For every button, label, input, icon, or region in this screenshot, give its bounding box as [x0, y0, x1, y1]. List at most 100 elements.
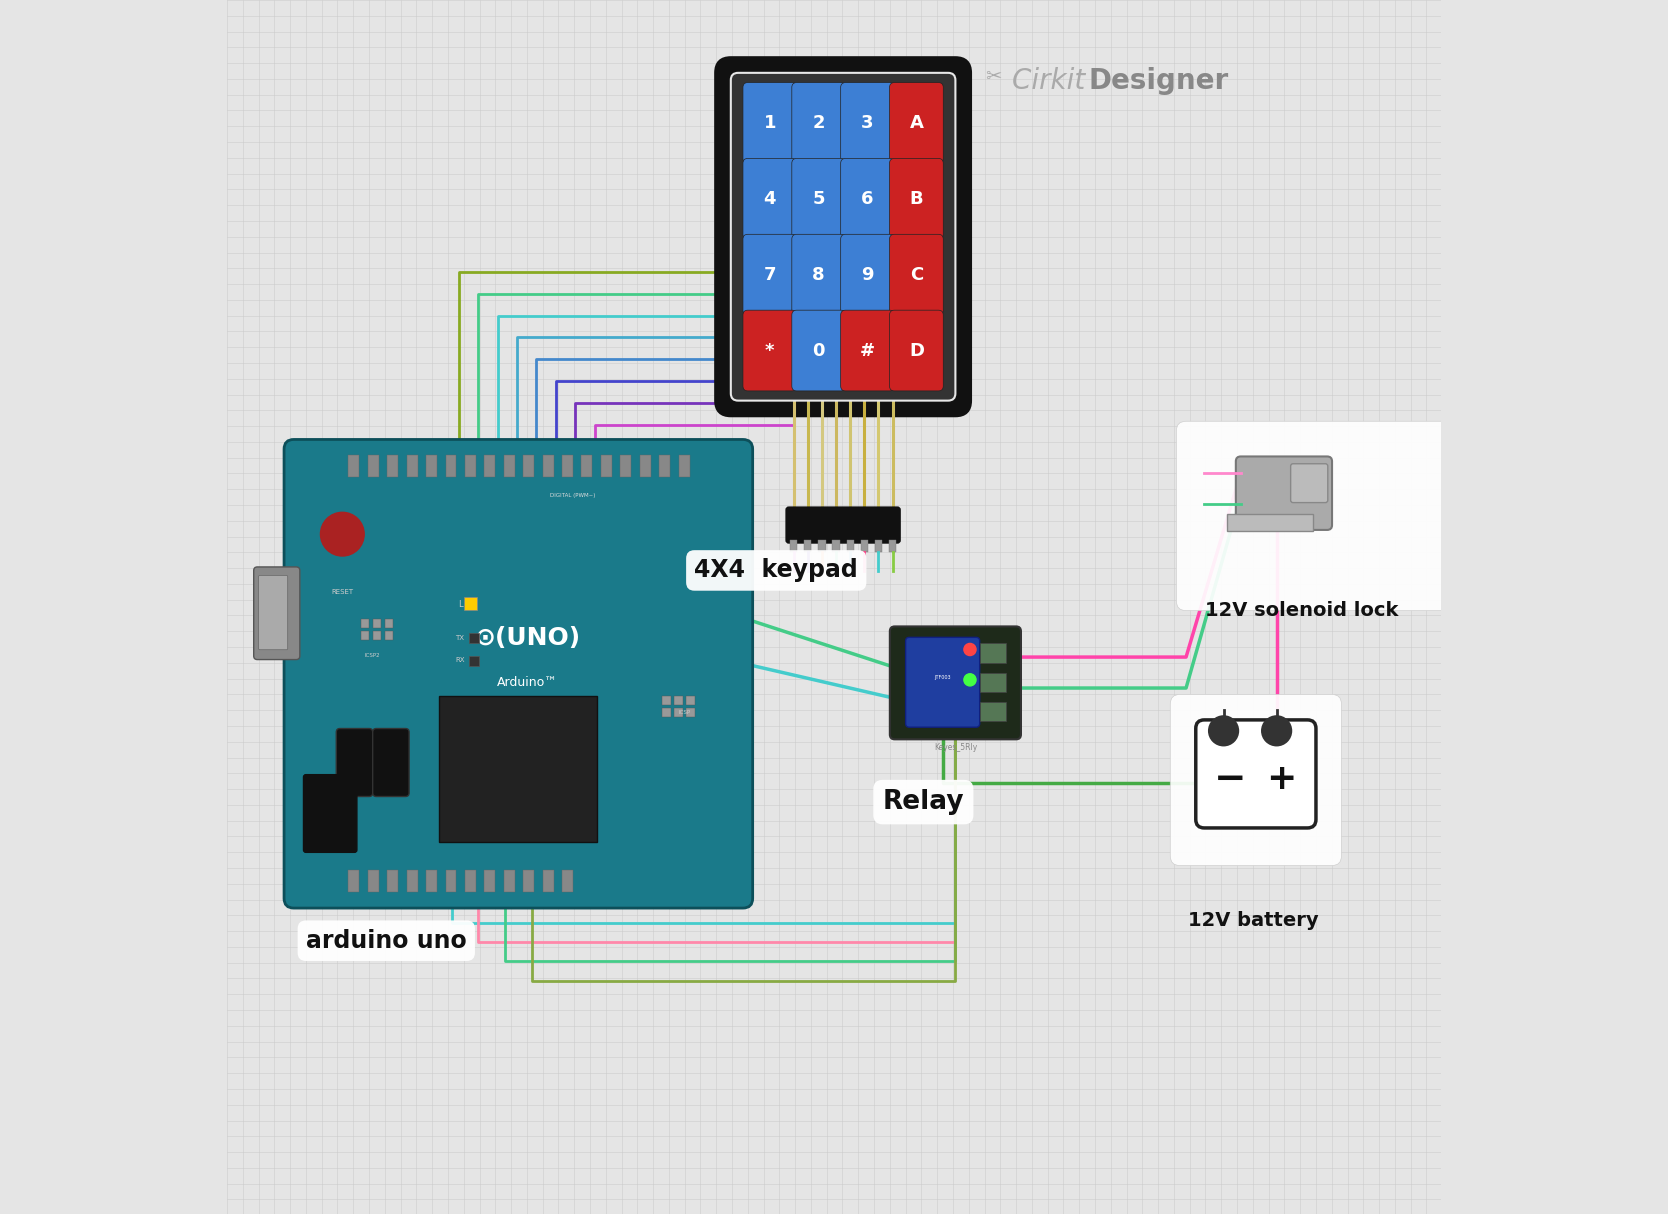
FancyBboxPatch shape [349, 870, 359, 892]
Text: 0: 0 [812, 341, 826, 359]
FancyBboxPatch shape [742, 158, 797, 239]
Bar [874, 540, 882, 552]
Text: #: # [861, 341, 876, 359]
FancyBboxPatch shape [349, 455, 359, 477]
Text: ICSP2: ICSP2 [365, 653, 380, 658]
FancyBboxPatch shape [504, 455, 515, 477]
Text: 4: 4 [764, 189, 776, 208]
FancyBboxPatch shape [582, 455, 592, 477]
FancyBboxPatch shape [841, 234, 894, 314]
FancyBboxPatch shape [742, 83, 797, 163]
FancyBboxPatch shape [524, 870, 534, 892]
Text: −: − [1214, 760, 1246, 799]
FancyBboxPatch shape [484, 870, 495, 892]
FancyBboxPatch shape [304, 775, 357, 852]
FancyBboxPatch shape [906, 637, 979, 727]
FancyBboxPatch shape [620, 455, 631, 477]
Bar [861, 540, 867, 552]
Text: Arduino™: Arduino™ [497, 676, 557, 690]
FancyBboxPatch shape [716, 58, 971, 415]
FancyBboxPatch shape [407, 455, 417, 477]
FancyBboxPatch shape [1196, 720, 1316, 828]
FancyBboxPatch shape [1236, 456, 1333, 529]
Text: C: C [909, 266, 922, 284]
Bar [889, 540, 896, 552]
FancyBboxPatch shape [1228, 515, 1313, 532]
Bar [372, 619, 382, 628]
Text: TX: TX [455, 635, 464, 641]
FancyBboxPatch shape [465, 455, 475, 477]
Bar [804, 540, 811, 552]
FancyBboxPatch shape [284, 439, 752, 908]
FancyBboxPatch shape [542, 870, 554, 892]
FancyBboxPatch shape [679, 455, 689, 477]
FancyBboxPatch shape [742, 234, 797, 314]
Bar [360, 631, 369, 640]
FancyBboxPatch shape [659, 455, 671, 477]
FancyBboxPatch shape [369, 455, 379, 477]
Bar [674, 697, 682, 704]
Text: 12V battery: 12V battery [1188, 910, 1318, 930]
Text: Keyes_5Rly: Keyes_5Rly [934, 743, 977, 751]
FancyBboxPatch shape [407, 870, 417, 892]
FancyBboxPatch shape [1291, 464, 1328, 503]
Bar [979, 702, 1006, 721]
Text: A: A [909, 114, 924, 132]
FancyBboxPatch shape [792, 83, 846, 163]
Bar [372, 631, 382, 640]
FancyBboxPatch shape [254, 567, 300, 659]
Bar [979, 643, 1006, 663]
FancyBboxPatch shape [1171, 694, 1341, 866]
Text: Cirkit: Cirkit [1012, 67, 1094, 95]
FancyBboxPatch shape [445, 870, 457, 892]
FancyBboxPatch shape [387, 455, 399, 477]
Bar [662, 697, 671, 704]
Bar [674, 709, 682, 716]
FancyBboxPatch shape [484, 455, 495, 477]
Bar [464, 597, 477, 609]
FancyBboxPatch shape [524, 455, 534, 477]
FancyBboxPatch shape [841, 311, 894, 391]
FancyBboxPatch shape [792, 158, 846, 239]
FancyBboxPatch shape [425, 870, 437, 892]
Text: *: * [766, 341, 774, 359]
Circle shape [320, 512, 364, 556]
Text: DIGITAL (PWM~): DIGITAL (PWM~) [549, 493, 595, 498]
FancyBboxPatch shape [841, 83, 894, 163]
FancyBboxPatch shape [792, 234, 846, 314]
FancyBboxPatch shape [889, 158, 944, 239]
Text: 9: 9 [861, 266, 874, 284]
Text: ✂: ✂ [986, 67, 1009, 86]
Bar [469, 656, 479, 665]
FancyBboxPatch shape [425, 455, 437, 477]
FancyBboxPatch shape [786, 507, 899, 543]
Bar [847, 540, 854, 552]
Bar [791, 540, 797, 552]
Text: 4X4  keypad: 4X4 keypad [694, 558, 857, 583]
FancyBboxPatch shape [841, 158, 894, 239]
Bar [385, 631, 394, 640]
Text: Relay: Relay [882, 789, 964, 815]
Text: 8: 8 [812, 266, 826, 284]
FancyBboxPatch shape [731, 73, 956, 401]
Circle shape [964, 643, 976, 656]
Text: ICSP: ICSP [679, 710, 691, 715]
FancyBboxPatch shape [792, 311, 846, 391]
FancyBboxPatch shape [337, 728, 372, 796]
FancyBboxPatch shape [889, 234, 944, 314]
Text: 6: 6 [861, 189, 874, 208]
Bar [385, 619, 394, 628]
FancyBboxPatch shape [889, 626, 1021, 739]
Bar [979, 673, 1006, 692]
FancyBboxPatch shape [445, 455, 457, 477]
FancyBboxPatch shape [889, 83, 944, 163]
Text: 7: 7 [764, 266, 776, 284]
Circle shape [1263, 716, 1291, 745]
FancyBboxPatch shape [542, 455, 554, 477]
FancyBboxPatch shape [641, 455, 651, 477]
Text: B: B [909, 189, 922, 208]
Text: +: + [1266, 762, 1296, 796]
Circle shape [964, 674, 976, 686]
Bar [832, 540, 839, 552]
FancyBboxPatch shape [1176, 421, 1493, 611]
